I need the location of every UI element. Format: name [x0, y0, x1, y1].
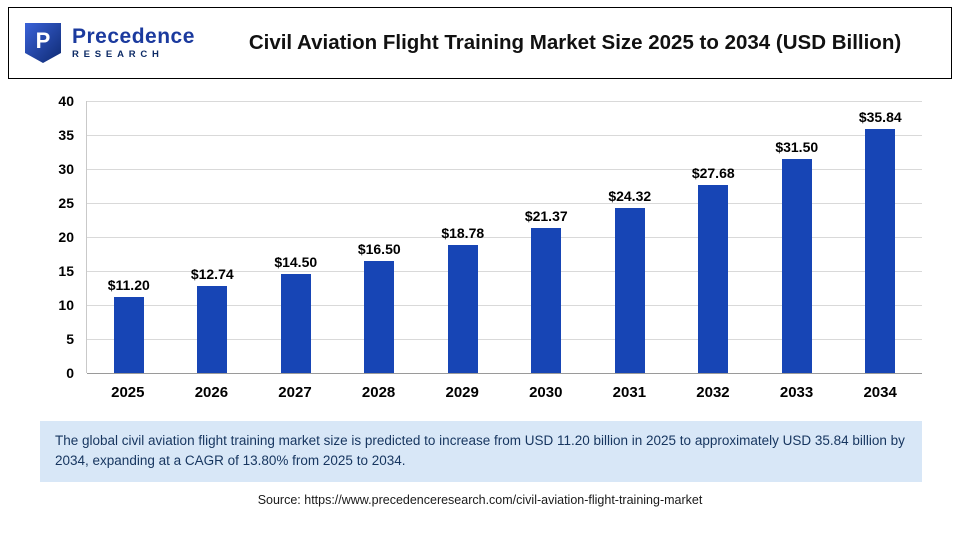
bar-2026: [197, 286, 228, 373]
bar-2033: [781, 158, 812, 373]
page: P Precedence RESEARCH Civil Aviation Fli…: [0, 7, 960, 507]
bar-value-label: $11.20: [107, 276, 150, 293]
bar-2025: [113, 296, 144, 373]
bar-slot-2030: $21.37: [505, 101, 589, 373]
header: P Precedence RESEARCH Civil Aviation Fli…: [8, 7, 952, 79]
summary-box: The global civil aviation flight trainin…: [40, 421, 922, 482]
y-tick-label: 10: [58, 297, 74, 313]
x-tick-label: 2030: [529, 384, 563, 401]
x-tick-label: 2025: [111, 384, 145, 401]
x-axis: 2025 2026 2027 2028 2029 2030 2031 2032 2033 2034: [86, 384, 922, 401]
bar-value-label: $18.78: [441, 225, 485, 242]
y-tick-label: 30: [58, 161, 74, 177]
gridline: [87, 237, 922, 238]
summary-text: The global civil aviation flight trainin…: [55, 433, 905, 469]
y-tick-label: 5: [66, 331, 74, 347]
y-tick-label: 35: [58, 127, 74, 143]
x-tick-label: 2026: [194, 384, 229, 401]
bar-2031: [614, 207, 645, 373]
x-tick-label: 2027: [278, 384, 312, 401]
bar-2034: [865, 129, 896, 373]
y-tick-label: 40: [58, 93, 74, 109]
gridline: [87, 373, 922, 374]
bar-slot-2028: $16.50: [338, 101, 422, 373]
gridline: [87, 135, 922, 136]
x-tick-label: 2028: [361, 384, 396, 401]
precedence-logo: P Precedence RESEARCH: [23, 21, 223, 65]
plot-area: $11.20 $12.74 $14.50 $16.50 $18.78 $21.37 $24.…: [86, 101, 922, 374]
bar-chart: 0 5 10 15 20 25 30 35 40 $11.20 $12.74 $14.50 $16.5…: [40, 93, 922, 401]
source-line: Source: https://www.precedenceresearch.c…: [257, 492, 703, 507]
y-tick-label: 25: [58, 195, 74, 211]
gridline: [87, 271, 922, 272]
bar-2028: [364, 260, 395, 373]
bar-2027: [280, 274, 311, 373]
bar-slot-2027: $14.50: [254, 101, 338, 373]
y-tick-label: 20: [58, 229, 74, 245]
x-tick-label: 2033: [779, 384, 814, 401]
bar-value-label: $21.37: [524, 207, 568, 224]
y-tick-label: 0: [66, 365, 74, 381]
gridline: [87, 101, 922, 102]
bar-slot-2034: $35.84: [839, 101, 923, 373]
bar-2029: [447, 245, 478, 373]
logo-p-icon: P: [25, 23, 61, 63]
bars-container: $11.20 $12.74 $14.50 $16.50 $18.78 $21.37 $24.…: [87, 101, 922, 373]
gridline: [87, 305, 922, 306]
gridline: [87, 203, 922, 204]
bar-slot-2029: $18.78: [421, 101, 505, 373]
bar-value-label: $16.50: [357, 240, 401, 257]
logo-text: Precedence RESEARCH: [72, 26, 195, 60]
bar-value-label: $14.50: [274, 254, 318, 271]
bar-2032: [698, 184, 729, 373]
bar-slot-2033: $31.50: [755, 101, 839, 373]
logo-name: Precedence: [72, 25, 195, 49]
bar-value-label: $12.74: [190, 266, 234, 283]
svg-text:P: P: [36, 28, 51, 53]
y-tick-label: 15: [58, 263, 74, 279]
logo-subtitle: RESEARCH: [72, 49, 164, 61]
gridline: [87, 339, 922, 340]
bar-value-label: $35.84: [858, 109, 902, 126]
chart-title: Civil Aviation Flight Training Market Si…: [248, 31, 902, 54]
bar-slot-2025: $11.20: [87, 101, 171, 373]
bar-value-label: $24.32: [608, 187, 652, 204]
x-tick-label: 2029: [445, 384, 479, 401]
bar-value-label: $31.50: [775, 138, 819, 155]
bar-2030: [531, 227, 562, 373]
y-axis: 0 5 10 15 20 25 30 35 40: [40, 93, 86, 381]
gridline: [87, 169, 922, 170]
bar-slot-2032: $27.68: [672, 101, 756, 373]
x-tick-label: 2034: [863, 384, 897, 401]
x-tick-label: 2032: [696, 384, 730, 401]
x-tick-label: 2031: [612, 384, 647, 401]
bar-slot-2031: $24.32: [588, 101, 672, 373]
bar-value-label: $27.68: [691, 164, 735, 181]
bar-slot-2026: $12.74: [171, 101, 255, 373]
